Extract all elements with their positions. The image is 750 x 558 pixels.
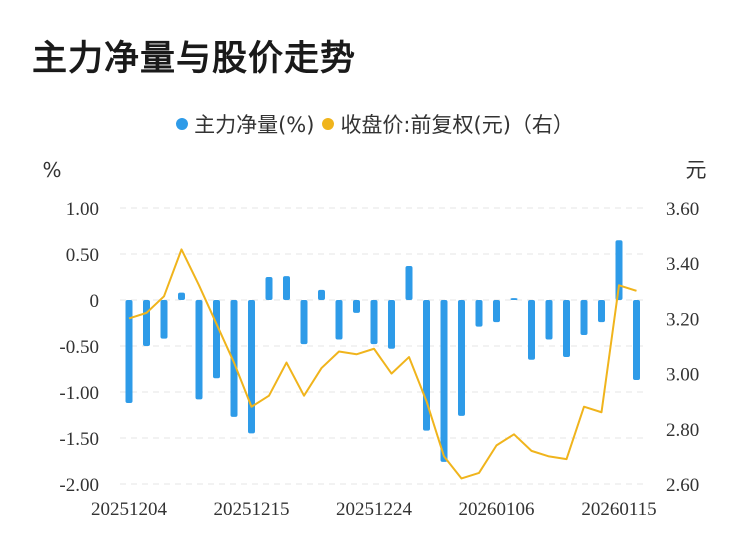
bar	[335, 300, 343, 340]
legend-item-close-price[interactable]: 收盘价:前复权(元)（右）	[322, 109, 574, 139]
right-axis: 3.60 3.40 3.20 3.00 2.80 2.60	[666, 199, 699, 496]
right-tick-label: 2.80	[666, 420, 699, 441]
bar	[370, 300, 378, 345]
bar	[528, 300, 535, 360]
left-tick-label: 0.50	[66, 245, 99, 266]
legend-item-net-flow[interactable]: 主力净量(%)	[176, 109, 314, 139]
bar	[405, 265, 413, 300]
x-axis: 20251204 20251215 20251224 20260106 20260115	[91, 499, 657, 520]
left-tick-label: -2.00	[59, 475, 99, 496]
chart-title: 主力净量与股价走势	[32, 39, 357, 79]
left-tick-label: -0.50	[59, 337, 99, 358]
bar	[178, 292, 185, 300]
left-axis-unit: %	[42, 158, 61, 182]
bar	[493, 300, 500, 323]
legend-dot-icon-bar	[176, 118, 189, 130]
grid-layer	[120, 207, 648, 485]
bar	[580, 300, 588, 335]
bar	[318, 289, 325, 300]
bar	[353, 300, 360, 313]
x-tick-label: 20251215	[214, 499, 290, 520]
right-axis-unit: 元	[686, 158, 707, 182]
left-tick-label: 0	[90, 291, 100, 312]
left-tick-label: -1.50	[59, 429, 99, 450]
bar	[195, 300, 203, 400]
bar	[510, 298, 518, 300]
x-tick-label: 20251204	[91, 499, 168, 520]
price-line	[128, 248, 637, 480]
bar	[545, 300, 553, 340]
line-series	[128, 248, 637, 480]
bar	[160, 300, 168, 339]
bar	[458, 300, 465, 416]
right-tick-label: 3.00	[666, 365, 699, 386]
bar	[230, 300, 238, 417]
legend: 主力净量(%) 收盘价:前复权(元)（右）	[0, 109, 750, 139]
legend-label-net-flow: 主力净量(%)	[194, 113, 315, 137]
x-tick-label: 20251224	[336, 499, 413, 520]
left-tick-label: -1.00	[59, 383, 99, 404]
bar	[388, 300, 395, 349]
bar-series	[125, 240, 640, 462]
bar	[213, 300, 220, 379]
bar	[143, 300, 150, 346]
bar	[248, 300, 255, 434]
bar	[300, 300, 308, 345]
legend-label-close-price: 收盘价:前复权(元)（右）	[340, 113, 574, 137]
x-tick-label: 20260115	[581, 499, 656, 520]
right-tick-label: 2.60	[666, 475, 699, 496]
bar	[563, 300, 570, 358]
bar	[125, 300, 133, 404]
bar	[265, 277, 273, 300]
bar	[440, 300, 448, 462]
left-axis: 1.00 0.50 0 -0.50 -1.00 -1.50 -2.00	[59, 199, 99, 496]
legend-dot-icon-line	[322, 118, 335, 130]
bar	[283, 276, 290, 300]
x-tick-label: 20260106	[459, 499, 535, 520]
left-tick-label: 1.00	[66, 199, 99, 220]
bar	[598, 300, 605, 323]
right-tick-label: 3.20	[666, 309, 699, 330]
right-tick-label: 3.40	[666, 254, 699, 275]
bar	[475, 300, 483, 327]
bar	[633, 300, 640, 381]
right-tick-label: 3.60	[666, 199, 699, 220]
